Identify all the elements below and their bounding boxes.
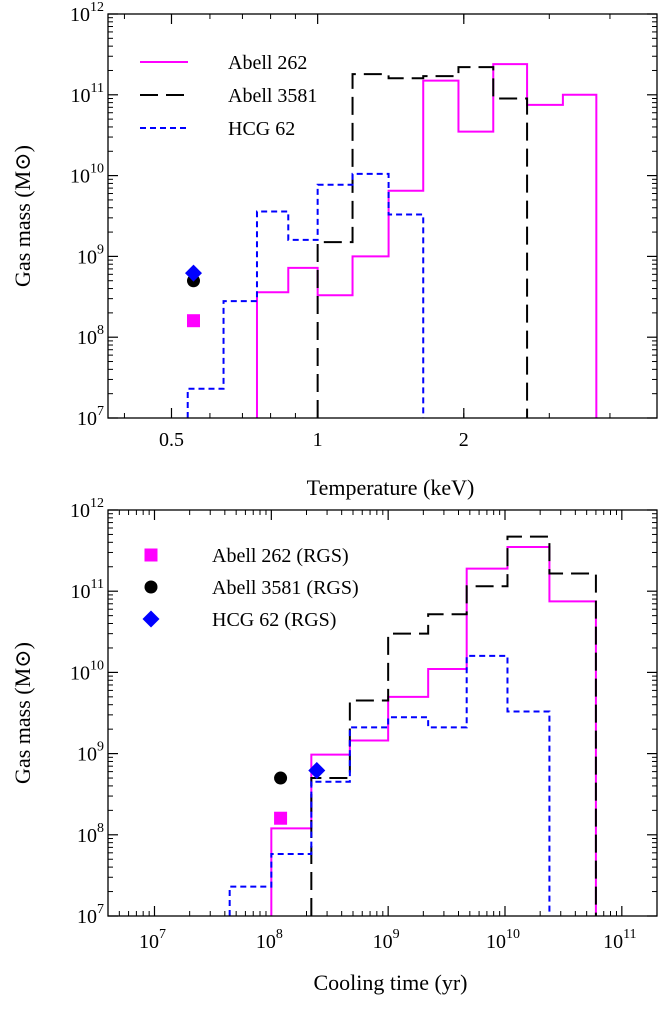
y-tick-label-exp: 12: [90, 496, 104, 511]
y-tick-label-base: 10: [77, 246, 97, 268]
y-tick-label-base: 10: [70, 4, 90, 26]
legend-marker: [142, 610, 160, 628]
x-tick-label-base: 10: [373, 931, 393, 953]
cooling-time-panel: 107 108 109 1010 1011107108109101010111012Co…: [10, 496, 658, 995]
point-hcg-62-rgs: [308, 761, 326, 779]
series-abell-3581-line: [310, 535, 597, 916]
x-tick-label-exp: 10: [506, 927, 520, 942]
y-tick-label-base: 10: [77, 825, 97, 847]
point-abell-262-rgs: [274, 811, 288, 825]
x-tick-label: 1011: [603, 927, 636, 953]
y-tick-label-base: 10: [77, 906, 97, 928]
plot-frame: [107, 13, 658, 419]
legend-label: Abell 262 (RGS): [212, 545, 349, 567]
series-abell-262-line: [270, 546, 597, 916]
legend-label: Abell 3581 (RGS): [212, 577, 359, 599]
y-tick-label-base: 10: [71, 85, 91, 107]
y-tick-label-exp: 8: [97, 323, 104, 338]
x-tick-label-exp: 9: [393, 927, 400, 942]
y-tick-label-exp: 9: [97, 242, 104, 257]
point-abell-262-rgs: [186, 314, 200, 328]
x-tick-label-base: 10: [256, 931, 276, 953]
legend-label: HCG 62 (RGS): [212, 609, 336, 631]
y-tick-label-exp: 9: [97, 740, 104, 755]
legend-label: Abell 262: [228, 52, 307, 74]
y-axis-label: Gas mass (M⊙): [10, 145, 35, 287]
x-tick-label: 2: [459, 429, 469, 451]
x-tick-label: 0.5: [159, 429, 184, 451]
minor-ticks: [108, 510, 657, 916]
x-tick-label-base: 10: [139, 931, 159, 953]
y-tick-label-exp: 7: [97, 902, 104, 917]
x-tick-label: 108: [256, 927, 283, 953]
y-tick-label: 107: [77, 902, 104, 928]
y-tick-label-base: 10: [70, 662, 90, 684]
y-tick-label: 1010: [70, 658, 104, 684]
y-tick-label: 1010: [70, 162, 104, 188]
y-tick-label-exp: 11: [91, 81, 104, 96]
y-tick-label-base: 10: [77, 408, 97, 430]
x-axis-label: Temperature (keV): [307, 475, 475, 500]
legend-marker: [144, 548, 158, 562]
y-tick-label-exp: 12: [90, 0, 104, 15]
x-tick-label: 107: [139, 927, 166, 953]
y-tick-label: 108: [77, 323, 104, 349]
y-tick-label-base: 10: [70, 166, 90, 188]
y-tick-label: 108: [77, 821, 104, 847]
point-abell-3581-rgs: [274, 771, 288, 785]
plot-frame: [107, 509, 658, 917]
x-tick-label-exp: 8: [276, 927, 283, 942]
y-tick-label: 109: [77, 740, 104, 766]
legend-marker: [144, 580, 158, 594]
x-tick-label-exp: 11: [623, 927, 636, 942]
y-tick-label-exp: 11: [91, 577, 104, 592]
y-tick-label: 1011: [71, 577, 104, 603]
y-tick-label-base: 10: [77, 327, 97, 349]
x-tick-label-base: 10: [603, 931, 623, 953]
y-tick-label-exp: 8: [97, 821, 104, 836]
series-abell-262-line: [255, 63, 598, 418]
y-tick-label-exp: 7: [97, 404, 104, 419]
y-tick-label: 1012: [70, 0, 104, 26]
y-tick-label-exp: 10: [90, 162, 104, 177]
x-tick-label: 1010: [486, 927, 520, 953]
x-tick-label: 1: [313, 429, 323, 451]
y-tick-label-base: 10: [77, 744, 97, 766]
series-hcg-62-line: [186, 172, 425, 418]
series-abell-3581-line: [316, 66, 529, 418]
point-hcg-62-rgs: [184, 264, 202, 282]
y-tick-label: 107: [77, 404, 104, 430]
y-tick-label: 109: [77, 242, 104, 268]
legend-label: Abell 3581: [228, 85, 317, 107]
series-hcg-62-line: [228, 654, 551, 916]
minor-ticks: [108, 14, 657, 418]
legend: Abell 262 Abell 3581 HCG 62: [140, 52, 317, 140]
y-tick-label: 1012: [70, 496, 104, 522]
y-tick-label-base: 10: [71, 581, 91, 603]
legend: Abell 262 (RGS) Abell 3581 (RGS) HCG 62 (R…: [142, 545, 359, 631]
y-tick-label: 1011: [71, 81, 104, 107]
x-tick-label: 109: [373, 927, 400, 953]
y-tick-label-base: 10: [70, 500, 90, 522]
y-axis-label: Gas mass (M⊙): [10, 642, 35, 784]
y-tick-label-exp: 10: [90, 658, 104, 673]
x-axis-label: Cooling time (yr): [314, 970, 468, 995]
x-tick-label-exp: 7: [159, 927, 166, 942]
x-tick-label-base: 10: [486, 931, 506, 953]
legend-label: HCG 62: [228, 118, 295, 140]
